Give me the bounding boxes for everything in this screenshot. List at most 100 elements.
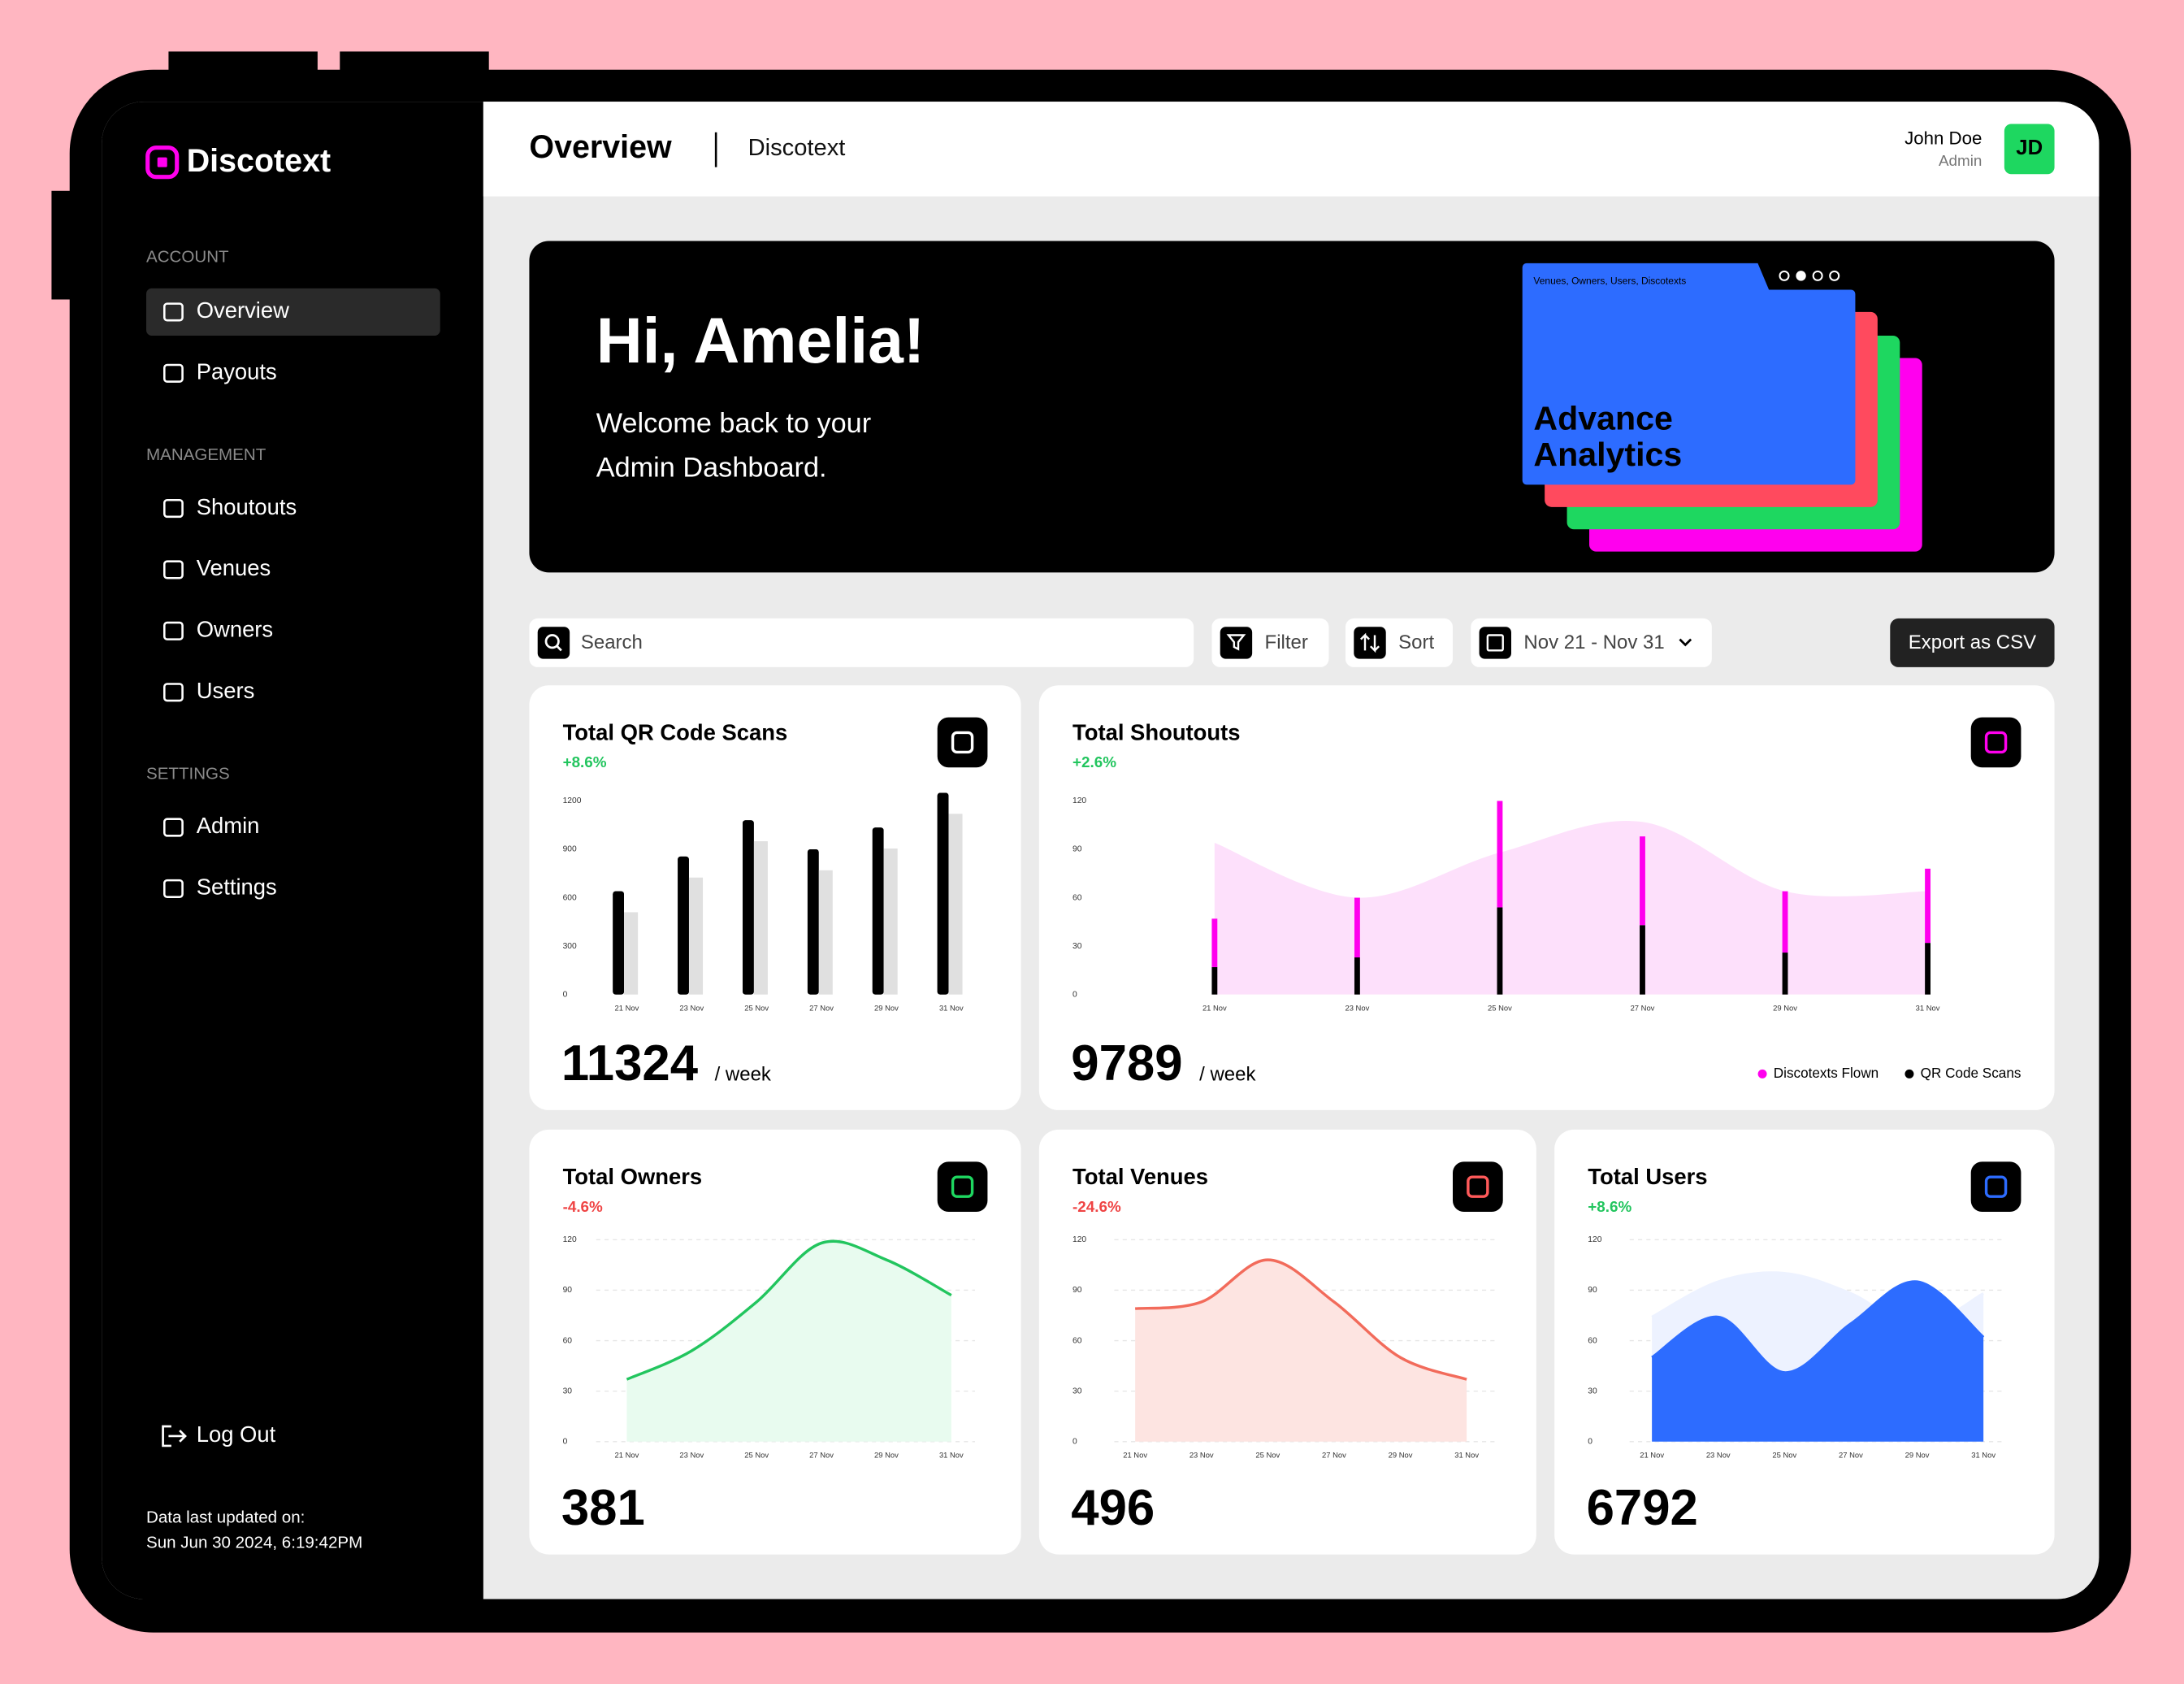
- bar: [872, 827, 884, 995]
- brand-name: Discotext: [187, 143, 331, 179]
- card-icon-glyph: [951, 1175, 974, 1198]
- x-tick-label: 21 Nov: [615, 1003, 639, 1012]
- nav-icon: [163, 879, 184, 898]
- area: [1652, 1281, 1984, 1442]
- carousel-dot[interactable]: [1779, 270, 1790, 281]
- x-tick-label: 21 Nov: [1123, 1450, 1147, 1459]
- x-tick-label: 23 Nov: [679, 1003, 704, 1012]
- carousel-dot[interactable]: [1812, 270, 1823, 281]
- y-tick-label: 30: [563, 1387, 573, 1395]
- nav-item[interactable]: Payouts: [197, 359, 277, 384]
- filter-icon: [1220, 627, 1253, 659]
- date-glyph: [1486, 634, 1504, 652]
- search-box[interactable]: [529, 618, 1194, 667]
- bar: [678, 856, 689, 995]
- x-tick-label: 25 Nov: [1772, 1450, 1796, 1459]
- nav-icon: [163, 302, 184, 322]
- updated-value: Sun Jun 30 2024, 6:19:42PM: [146, 1533, 362, 1552]
- date-label: Nov 21 - Nov 31: [1523, 632, 1664, 653]
- y-tick-label: 120: [1072, 796, 1086, 805]
- bar: [743, 820, 754, 995]
- avatar[interactable]: [2004, 124, 2055, 175]
- search-placeholder: Search: [581, 632, 643, 653]
- x-tick-label: 27 Nov: [809, 1003, 834, 1012]
- logout[interactable]: Log Out: [197, 1421, 276, 1447]
- y-tick-label: 0: [1588, 1438, 1592, 1447]
- card-total: 11324: [561, 1035, 698, 1092]
- sort-glyph: [1360, 632, 1380, 653]
- nav-item[interactable]: Owners: [197, 617, 273, 642]
- x-tick-label: 27 Nov: [1322, 1450, 1346, 1459]
- legend-label: QR Code Scans: [1921, 1065, 2022, 1081]
- user-role: Admin: [1939, 152, 1982, 169]
- x-tick-label: 25 Nov: [744, 1003, 769, 1012]
- y-tick-label: 90: [1072, 1286, 1082, 1295]
- card-icon[interactable]: [1453, 1161, 1503, 1213]
- x-tick-label: 29 Nov: [1389, 1450, 1413, 1459]
- card-title: Advance: [1533, 399, 1672, 436]
- bar: [688, 877, 704, 995]
- nav-item[interactable]: Overview: [197, 297, 289, 323]
- card-bg: [529, 685, 1021, 1110]
- date-picker[interactable]: [1471, 618, 1712, 667]
- carousel-dot[interactable]: [1829, 270, 1840, 281]
- nav-item[interactable]: Venues: [197, 555, 271, 580]
- area: [1214, 820, 1928, 995]
- nav-section-label: MANAGEMENT: [146, 445, 266, 464]
- x-tick-label: 23 Nov: [679, 1450, 704, 1459]
- x-tick-label: 31 Nov: [1971, 1450, 1996, 1459]
- x-tick-label: 21 Nov: [1202, 1003, 1227, 1012]
- card-total: 6792: [1587, 1480, 1698, 1536]
- legend-label: Discotexts Flown: [1774, 1065, 1878, 1081]
- bar: [1211, 918, 1218, 967]
- y-tick-label: 30: [1072, 1387, 1082, 1395]
- x-tick-label: 27 Nov: [1839, 1450, 1863, 1459]
- sort-label: Sort: [1398, 632, 1434, 653]
- card-title: Analytics: [1533, 436, 1682, 473]
- x-tick-label: 25 Nov: [744, 1450, 769, 1459]
- welcome-line: Admin Dashboard.: [596, 453, 827, 484]
- nav-icon: [163, 498, 184, 519]
- bar: [753, 841, 768, 995]
- card-change: +2.6%: [1072, 753, 1116, 770]
- card-change: +8.6%: [1588, 1198, 1632, 1215]
- card-icon-glyph: [1984, 731, 2008, 754]
- x-tick-label: 25 Nov: [1255, 1450, 1280, 1459]
- card-icon[interactable]: [937, 1161, 988, 1213]
- carousel-dot[interactable]: [1796, 271, 1806, 281]
- nav-icon: [163, 621, 184, 640]
- card-icon[interactable]: [1970, 717, 2022, 768]
- bar: [1925, 868, 1930, 944]
- y-tick-label: 60: [1588, 1336, 1597, 1345]
- y-tick-label: 90: [1072, 845, 1082, 854]
- card-icon[interactable]: [1970, 1161, 2022, 1213]
- nav-item[interactable]: Users: [197, 678, 255, 703]
- analytics-card[interactable]: [1522, 263, 1856, 485]
- x-tick-label: 23 Nov: [1190, 1450, 1214, 1459]
- nav-item[interactable]: Admin: [197, 813, 260, 838]
- sort-icon: [1354, 627, 1386, 659]
- nav-icon: [163, 363, 184, 383]
- nav-item[interactable]: Shoutouts: [197, 494, 297, 519]
- card-icon[interactable]: [937, 717, 988, 768]
- active-nav-bg: [146, 288, 440, 336]
- area: [626, 1241, 951, 1442]
- area: [1135, 1260, 1467, 1442]
- top-bar: [483, 102, 2100, 197]
- card-change: -4.6%: [563, 1198, 603, 1215]
- line: [1134, 1258, 1467, 1381]
- export-button[interactable]: [1890, 618, 2055, 667]
- logout-icon: [162, 1425, 187, 1447]
- y-tick-label: 60: [563, 1336, 573, 1345]
- bar: [1782, 953, 1788, 995]
- y-tick-label: 1200: [563, 796, 582, 805]
- filter-glyph: [1226, 634, 1246, 651]
- nav-item[interactable]: Settings: [197, 875, 277, 900]
- y-tick-label: 0: [1072, 1438, 1077, 1447]
- search-icon: [537, 627, 570, 659]
- x-tick-label: 31 Nov: [939, 1450, 964, 1459]
- bar: [1640, 925, 1645, 995]
- card-tag: Venues, Owners, Users, Discotexts: [1533, 275, 1686, 286]
- bar: [1925, 943, 1930, 995]
- nav-section-label: ACCOUNT: [146, 247, 229, 266]
